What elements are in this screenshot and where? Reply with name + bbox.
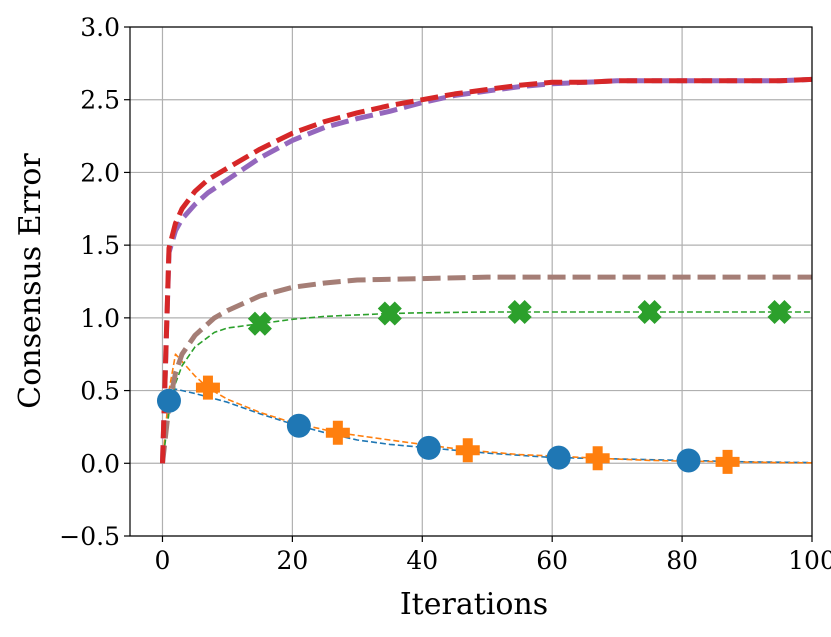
series-green-marker: [507, 300, 532, 325]
y-tick-label: 3.0: [80, 13, 120, 42]
x-tick-label: 100: [788, 546, 831, 575]
x-tick-label: 0: [155, 546, 171, 575]
series-green-line: [161, 311, 812, 464]
series-green-marker: [637, 300, 662, 325]
series-blue-marker: [286, 413, 311, 438]
series-blue-marker: [546, 445, 571, 470]
x-tick-label: 20: [276, 546, 308, 575]
x-axis-title: Iterations: [400, 587, 548, 622]
y-tick-label: 1.0: [80, 304, 120, 333]
y-tick-label: 0.5: [80, 377, 120, 406]
series-green-marker: [767, 300, 792, 325]
x-tick-label: 80: [666, 546, 698, 575]
series-red-line: [160, 76, 812, 464]
series-green-marker: [247, 311, 272, 336]
series-blue-marker: [416, 435, 441, 460]
x-tick-label: 40: [406, 546, 438, 575]
series-green-marker: [377, 301, 402, 326]
marker-layer: [156, 300, 792, 474]
y-tick-label: 2.0: [80, 158, 120, 187]
x-tick-label: 60: [536, 546, 568, 575]
series-orange-marker: [455, 438, 480, 463]
series-blue-marker: [676, 448, 701, 473]
series-blue-marker: [156, 388, 181, 413]
series-blue-line: [161, 388, 812, 464]
y-tick-label: −0.5: [59, 522, 120, 551]
plot-frame: [129, 26, 813, 537]
series-orange-marker: [325, 420, 350, 445]
series-orange-marker: [585, 446, 610, 471]
y-tick-label: 1.5: [80, 231, 120, 260]
y-tick-label: 2.5: [80, 86, 120, 115]
ticks: 0 20 40 60 80 100 −0.5 0.0 0.5 1.0 1.5 2.0 2.5 3.0: [59, 13, 831, 575]
series-brown-line: [160, 274, 812, 464]
series-orange-marker: [195, 375, 220, 400]
series-orange-marker: [715, 449, 740, 474]
y-axis-title: Consensus Error: [13, 153, 48, 409]
y-tick-label: 0.0: [80, 449, 120, 478]
